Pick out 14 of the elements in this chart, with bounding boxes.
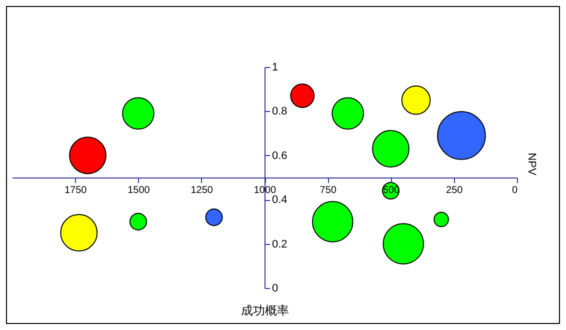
x-tick-label: 1500 xyxy=(128,185,150,196)
x-tick-label: 0 xyxy=(512,185,518,196)
x-tick-label: 1750 xyxy=(64,185,88,196)
y-tick-label: 0.8 xyxy=(272,106,288,118)
y-axis-title: NPV xyxy=(526,152,538,176)
x-tick-label: 1250 xyxy=(190,185,214,196)
x-tick-label: 750 xyxy=(320,185,337,196)
x-tick-label: 250 xyxy=(446,185,464,196)
y-tick-label: 1 xyxy=(272,62,278,74)
y-tick-label: 0.4 xyxy=(272,194,288,206)
x-axis-title: 成功概率 xyxy=(241,304,289,318)
y-tick-label: 0.2 xyxy=(272,238,288,250)
y-tick-label: 0.6 xyxy=(272,150,288,162)
y-tick-label: 0 xyxy=(272,282,278,294)
